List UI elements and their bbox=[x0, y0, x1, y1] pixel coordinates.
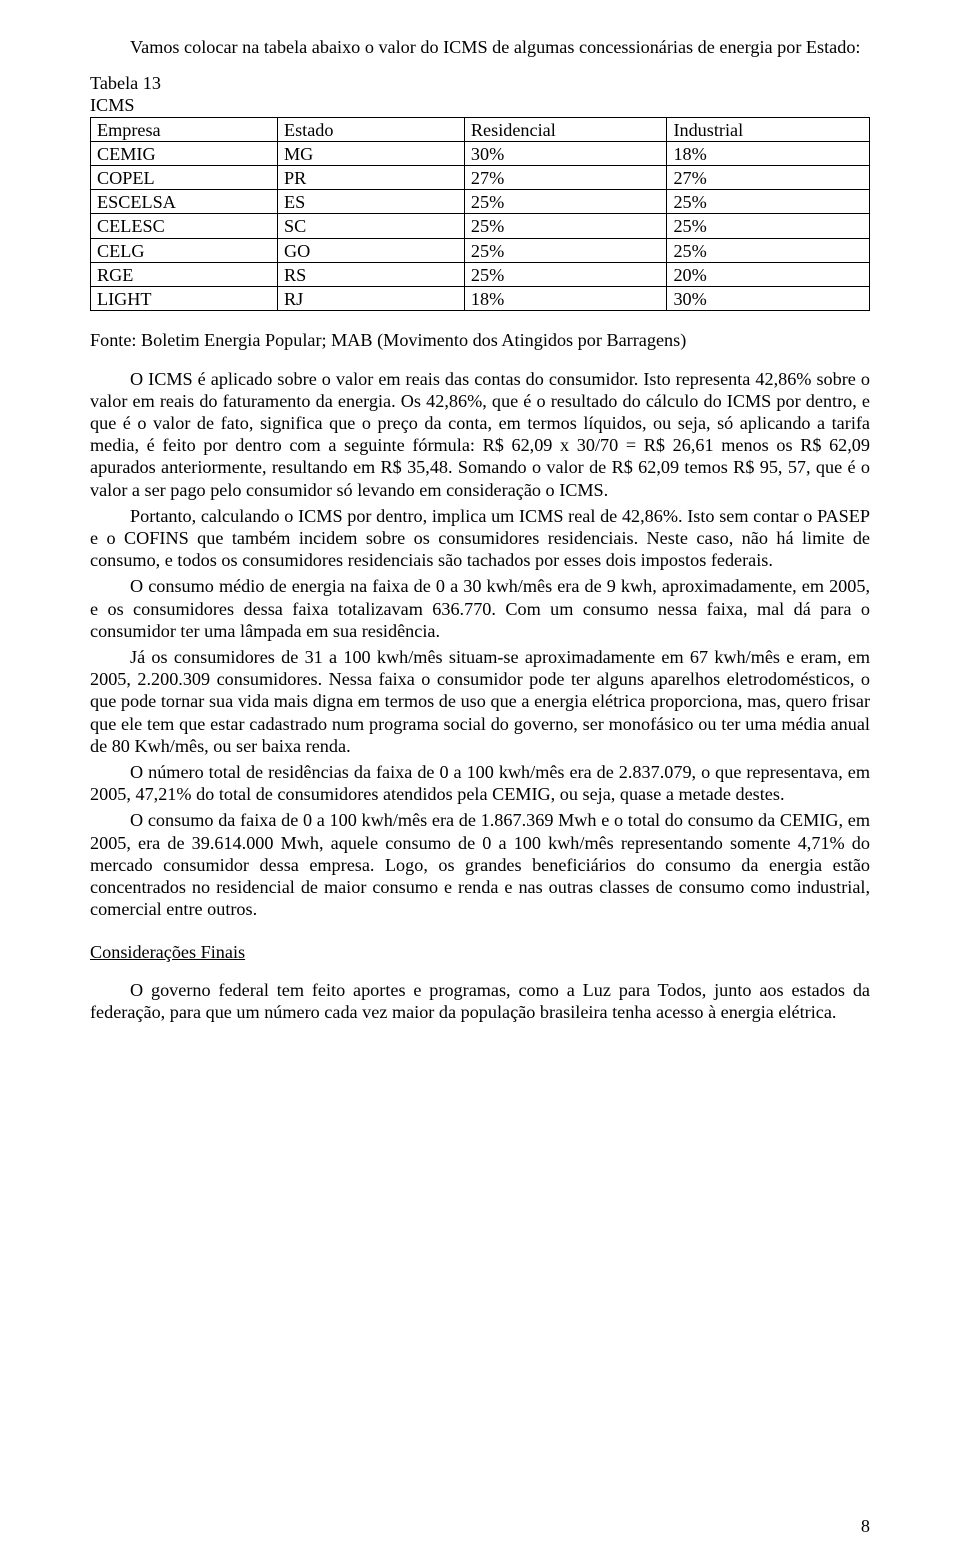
table-row: CEMIG MG 30% 18% bbox=[91, 141, 870, 165]
table-header-industrial: Industrial bbox=[667, 117, 870, 141]
cell-empresa: LIGHT bbox=[91, 287, 278, 311]
table-header-row: Empresa Estado Residencial Industrial bbox=[91, 117, 870, 141]
cell-res: 25% bbox=[464, 238, 667, 262]
cell-estado: PR bbox=[277, 166, 464, 190]
cell-estado: RJ bbox=[277, 287, 464, 311]
table-row: RGE RS 25% 20% bbox=[91, 262, 870, 286]
table-body: CEMIG MG 30% 18% COPEL PR 27% 27% ESCELS… bbox=[91, 141, 870, 310]
cell-ind: 25% bbox=[667, 238, 870, 262]
table-number: Tabela 13 bbox=[90, 73, 161, 93]
table-caption: Tabela 13 ICMS bbox=[90, 72, 870, 116]
page-number: 8 bbox=[861, 1515, 870, 1537]
table-row: ESCELSA ES 25% 25% bbox=[91, 190, 870, 214]
table-source: Fonte: Boletim Energia Popular; MAB (Mov… bbox=[90, 329, 870, 351]
table-title: ICMS bbox=[90, 95, 134, 115]
body-paragraph-2: Portanto, calculando o ICMS por dentro, … bbox=[90, 505, 870, 572]
body-paragraph-3: O consumo médio de energia na faixa de 0… bbox=[90, 575, 870, 642]
cell-empresa: COPEL bbox=[91, 166, 278, 190]
cell-empresa: CELG bbox=[91, 238, 278, 262]
cell-estado: RS bbox=[277, 262, 464, 286]
icms-table: Empresa Estado Residencial Industrial CE… bbox=[90, 117, 870, 312]
cell-res: 25% bbox=[464, 214, 667, 238]
cell-res: 27% bbox=[464, 166, 667, 190]
cell-ind: 20% bbox=[667, 262, 870, 286]
cell-res: 25% bbox=[464, 190, 667, 214]
table-row: CELESC SC 25% 25% bbox=[91, 214, 870, 238]
cell-ind: 25% bbox=[667, 214, 870, 238]
cell-estado: ES bbox=[277, 190, 464, 214]
table-row: COPEL PR 27% 27% bbox=[91, 166, 870, 190]
cell-ind: 18% bbox=[667, 141, 870, 165]
cell-estado: SC bbox=[277, 214, 464, 238]
body-paragraph-6: O consumo da faixa de 0 a 100 kwh/mês er… bbox=[90, 809, 870, 920]
cell-res: 25% bbox=[464, 262, 667, 286]
cell-empresa: CEMIG bbox=[91, 141, 278, 165]
cell-ind: 27% bbox=[667, 166, 870, 190]
cell-ind: 25% bbox=[667, 190, 870, 214]
cell-res: 30% bbox=[464, 141, 667, 165]
cell-res: 18% bbox=[464, 287, 667, 311]
cell-ind: 30% bbox=[667, 287, 870, 311]
table-header-estado: Estado bbox=[277, 117, 464, 141]
document-page: Vamos colocar na tabela abaixo o valor d… bbox=[0, 0, 960, 1565]
section-heading: Considerações Finais bbox=[90, 941, 870, 963]
table-header-empresa: Empresa bbox=[91, 117, 278, 141]
cell-estado: GO bbox=[277, 238, 464, 262]
table-row: CELG GO 25% 25% bbox=[91, 238, 870, 262]
cell-estado: MG bbox=[277, 141, 464, 165]
body-paragraph-1: O ICMS é aplicado sobre o valor em reais… bbox=[90, 368, 870, 501]
body-paragraph-4: Já os consumidores de 31 a 100 kwh/mês s… bbox=[90, 646, 870, 757]
cell-empresa: RGE bbox=[91, 262, 278, 286]
body-paragraph-5: O número total de residências da faixa d… bbox=[90, 761, 870, 805]
final-paragraph: O governo federal tem feito aportes e pr… bbox=[90, 979, 870, 1023]
table-row: LIGHT RJ 18% 30% bbox=[91, 287, 870, 311]
cell-empresa: ESCELSA bbox=[91, 190, 278, 214]
table-header-residencial: Residencial bbox=[464, 117, 667, 141]
intro-paragraph: Vamos colocar na tabela abaixo o valor d… bbox=[90, 36, 870, 58]
cell-empresa: CELESC bbox=[91, 214, 278, 238]
